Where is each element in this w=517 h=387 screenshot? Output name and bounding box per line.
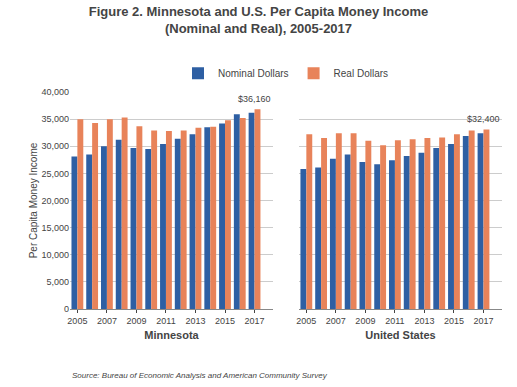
svg-text:2013: 2013 xyxy=(414,316,434,326)
svg-text:Nominal Dollars: Nominal Dollars xyxy=(218,68,289,79)
svg-text:Minnesota: Minnesota xyxy=(144,329,199,341)
svg-text:2005: 2005 xyxy=(67,316,87,326)
svg-text:5,000: 5,000 xyxy=(46,277,69,287)
svg-text:35,000: 35,000 xyxy=(41,114,69,124)
svg-text:2017: 2017 xyxy=(473,316,493,326)
svg-text:0: 0 xyxy=(64,304,69,314)
svg-text:2011: 2011 xyxy=(156,316,175,326)
svg-text:United States: United States xyxy=(365,329,435,341)
svg-text:2015: 2015 xyxy=(444,316,464,326)
svg-text:2013: 2013 xyxy=(185,316,205,326)
svg-text:Per Capita Money Income: Per Capita Money Income xyxy=(28,142,39,258)
svg-text:$32,400: $32,400 xyxy=(467,114,500,124)
svg-text:2011: 2011 xyxy=(385,316,404,326)
svg-text:2009: 2009 xyxy=(355,316,375,326)
svg-text:$36,160: $36,160 xyxy=(238,94,271,104)
svg-text:15,000: 15,000 xyxy=(41,223,69,233)
svg-text:40,000: 40,000 xyxy=(41,87,69,97)
svg-text:Real Dollars: Real Dollars xyxy=(334,68,388,79)
svg-text:2007: 2007 xyxy=(326,316,346,326)
svg-text:2015: 2015 xyxy=(215,316,235,326)
svg-text:30,000: 30,000 xyxy=(41,141,69,151)
svg-text:25,000: 25,000 xyxy=(41,169,69,179)
svg-text:Source: Bureau of Economic Ana: Source: Bureau of Economic Analysis and … xyxy=(72,371,328,380)
svg-text:10,000: 10,000 xyxy=(41,250,69,260)
svg-text:Figure 2. Minnesota and U.S. P: Figure 2. Minnesota and U.S. Per Capita … xyxy=(89,4,429,36)
svg-text:2005: 2005 xyxy=(296,316,316,326)
svg-text:2017: 2017 xyxy=(245,316,265,326)
svg-text:20,000: 20,000 xyxy=(41,196,69,206)
svg-text:2007: 2007 xyxy=(97,316,117,326)
svg-text:2009: 2009 xyxy=(126,316,146,326)
